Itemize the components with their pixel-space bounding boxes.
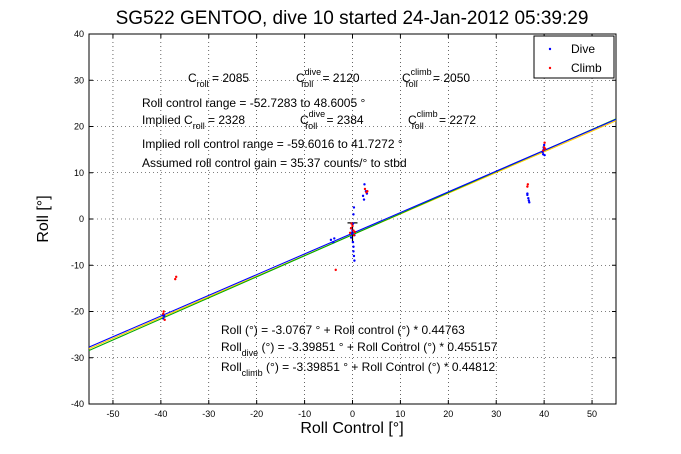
- point-climb: [349, 227, 353, 230]
- point-dive: [350, 232, 354, 235]
- legend-climb-label: Climb: [571, 61, 602, 75]
- roll-control-gain: Assumed roll control gain = 35.37 counts…: [142, 156, 407, 170]
- x-tick-label: 0: [350, 409, 355, 419]
- x-tick-label: 40: [539, 409, 549, 419]
- point-dive: [352, 213, 355, 216]
- y-tick-label: 30: [74, 75, 84, 85]
- point-climb: [366, 190, 369, 193]
- point-climb: [334, 268, 337, 272]
- point-dive: [352, 206, 356, 209]
- chart-title: SG522 GENTOO, dive 10 started 24-Jan-201…: [116, 8, 589, 29]
- x-tick-label: -10: [298, 409, 311, 419]
- x-tick-label: -40: [154, 409, 167, 419]
- point-climb: [541, 149, 545, 152]
- point-climb: [526, 183, 530, 186]
- y-tick-label: 40: [74, 29, 84, 39]
- point-climb: [363, 187, 367, 191]
- annotations: Croll = 2085 Cdive roll = 2120 Cclimb roll…: [142, 67, 498, 378]
- legend-climb-marker: [548, 66, 552, 70]
- y-tick-label: -40: [71, 399, 84, 409]
- grid-lines: [89, 33, 616, 405]
- point-climb: [543, 147, 547, 150]
- y-tick-label: -30: [71, 353, 84, 363]
- roll-control-range: Roll control range = -52.7283 to 48.6005…: [142, 96, 365, 110]
- point-dive: [351, 240, 355, 244]
- point-dive: [543, 153, 546, 157]
- y-tick-label: 10: [74, 168, 84, 178]
- y-tick-label: 0: [79, 214, 84, 224]
- x-tick-label: 10: [395, 409, 405, 419]
- fit-equation-dive: Rolldive (°) = -3.39851 ° + Roll Control…: [221, 340, 498, 358]
- axis-ticks: -50 -40 -30 -20 -10 0 10 20 30 40 50 -40 -30 -20 -10 0 1…: [71, 29, 616, 419]
- legend: Dive Climb: [533, 35, 615, 79]
- fit-equation-climb: Rollclimb (°) = -3.39851 ° + Roll Contro…: [221, 360, 496, 378]
- c-roll-dive-annotation: Cdive roll = 2120: [296, 67, 360, 89]
- legend-dive-marker: [548, 47, 552, 51]
- point-dive: [526, 193, 529, 197]
- point-climb: [163, 318, 166, 322]
- implied-c-roll: Implied Croll = 2328: [142, 113, 245, 131]
- point-climb: [353, 230, 357, 234]
- point-dive: [349, 236, 353, 239]
- point-dive: [527, 196, 530, 200]
- point-dive: [527, 199, 531, 202]
- point-dive: [352, 254, 356, 258]
- point-dive: [361, 194, 365, 198]
- point-climb: [348, 231, 352, 235]
- y-tick-label: -10: [71, 260, 84, 270]
- point-climb: [352, 233, 356, 237]
- implied-c-roll-dive: Cdive roll = 2384: [300, 109, 364, 131]
- x-tick-label: 20: [443, 409, 453, 419]
- point-dive: [353, 259, 356, 262]
- point-climb: [351, 224, 354, 228]
- point-dive: [528, 201, 531, 204]
- implied-c-roll-climb: Cclimb roll = 2272: [408, 109, 476, 131]
- data-points: [161, 141, 547, 322]
- point-dive: [352, 250, 355, 253]
- implied-roll-control-range: Implied roll control range = -59.6016 to…: [142, 137, 403, 151]
- point-dive: [332, 240, 335, 244]
- point-climb: [350, 222, 353, 225]
- x-tick-label: -30: [202, 409, 215, 419]
- x-tick-label: 50: [587, 409, 597, 419]
- point-dive: [363, 183, 366, 186]
- point-climb: [174, 275, 178, 279]
- x-tick-label: -20: [250, 409, 263, 419]
- point-climb: [174, 277, 177, 281]
- point-dive: [333, 237, 336, 240]
- y-tick-label: 20: [74, 122, 84, 132]
- point-climb: [162, 312, 165, 316]
- y-tick-label: -20: [71, 307, 84, 317]
- point-climb: [162, 310, 165, 313]
- legend-dive-label: Dive: [571, 42, 595, 56]
- legend-box: [533, 35, 615, 79]
- point-dive: [352, 245, 355, 248]
- c-roll-annotation: Croll = 2085: [188, 71, 249, 89]
- point-dive: [362, 198, 366, 201]
- point-dive: [329, 238, 333, 242]
- fit-equation-all: Roll (°) = -3.0767 ° + Roll control (°) …: [221, 323, 465, 337]
- point-climb: [543, 141, 546, 144]
- x-tick-label: -50: [106, 409, 119, 419]
- y-axis-label: Roll [°]: [35, 195, 52, 242]
- point-climb: [526, 185, 529, 188]
- x-axis-label: Roll Control [°]: [300, 420, 403, 437]
- point-dive: [542, 143, 546, 147]
- x-tick-label: 30: [491, 409, 501, 419]
- c-roll-climb-annotation: Cclimb roll = 2050: [402, 67, 470, 89]
